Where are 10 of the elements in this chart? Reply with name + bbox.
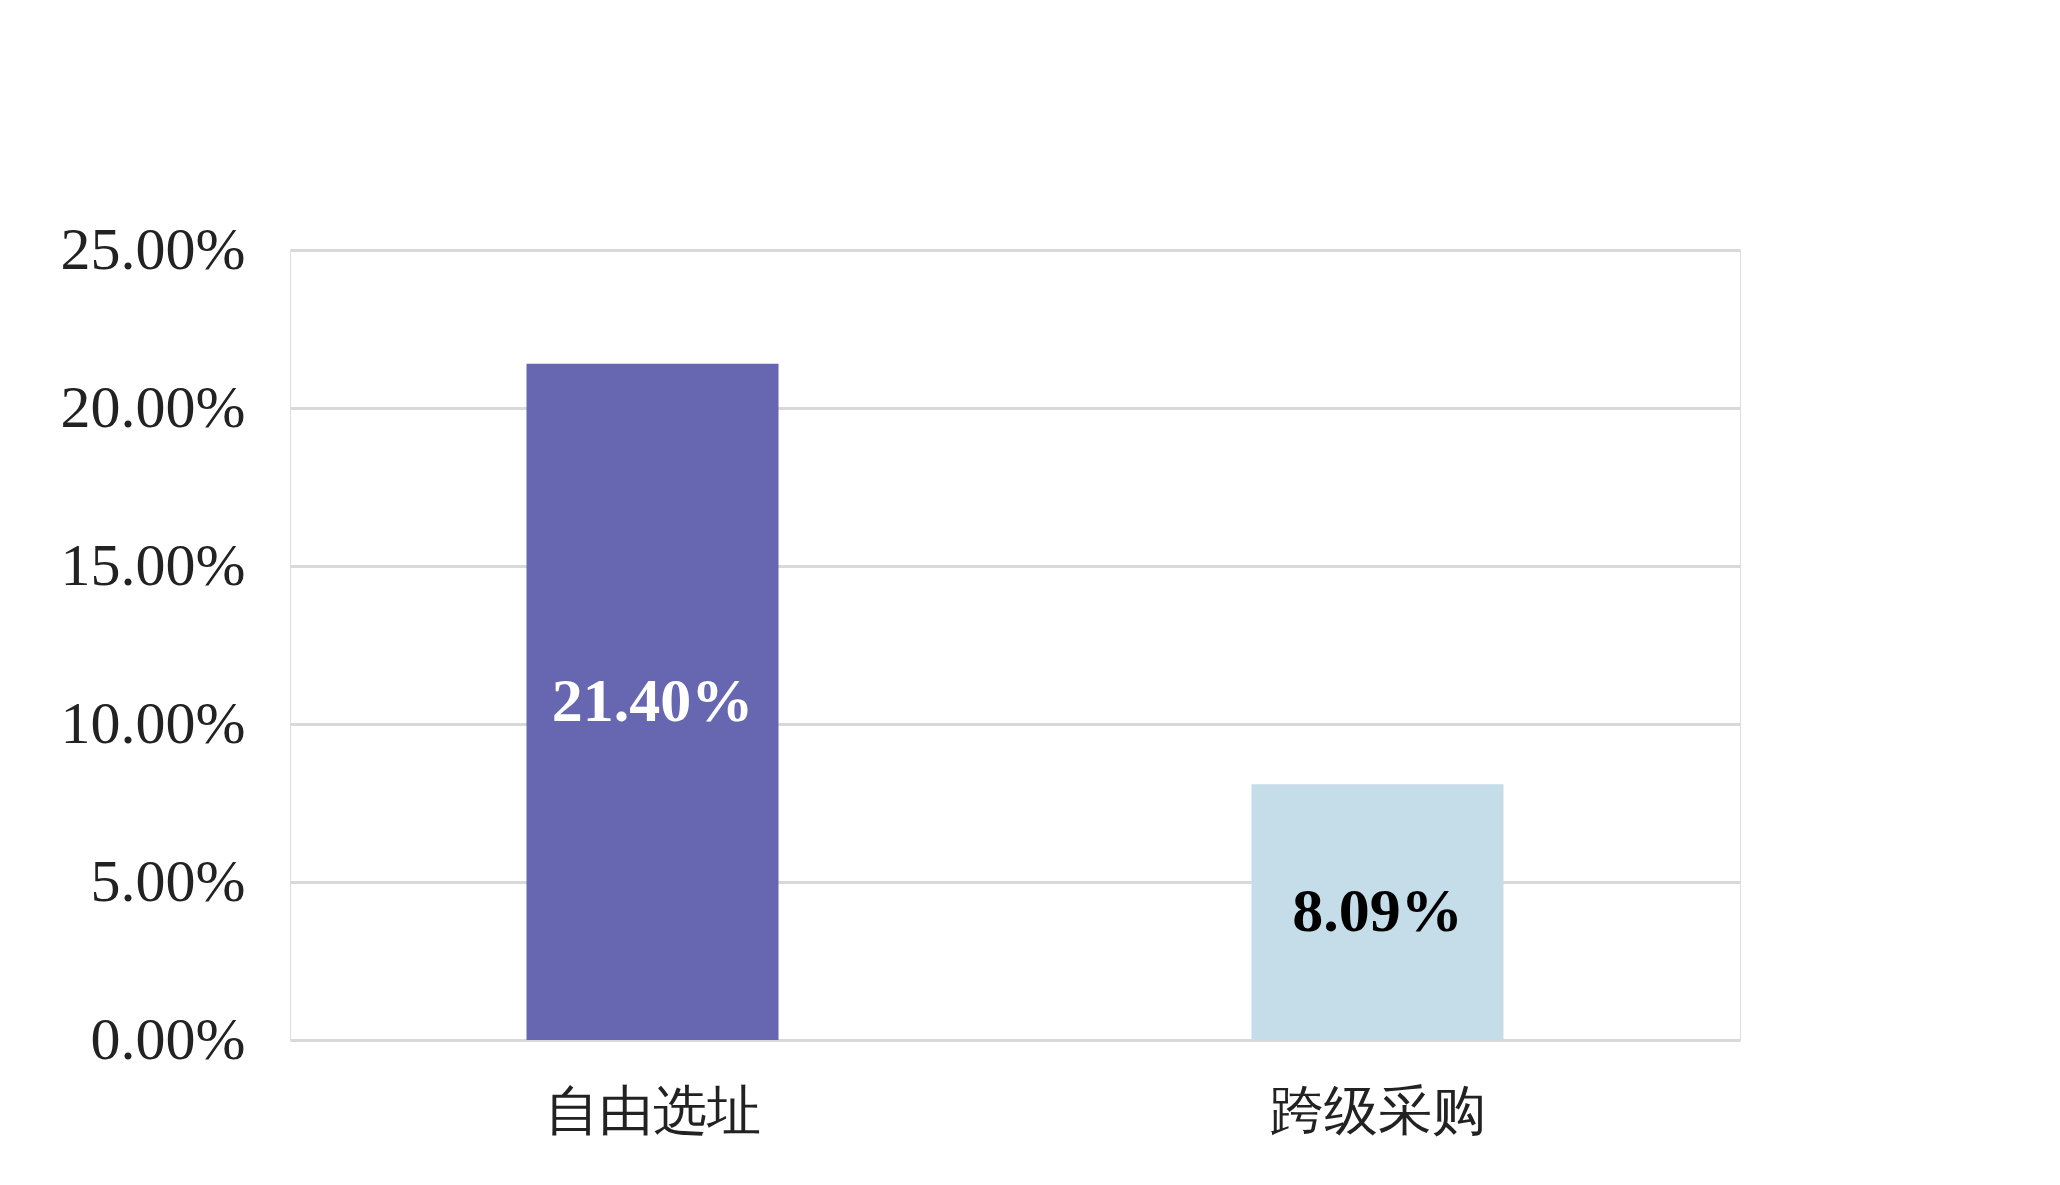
x-tick-label: 自由选址 (544, 1078, 761, 1142)
y-tick-label: 15.00% (60, 531, 246, 598)
x-tick-label: 跨级采购 (1269, 1078, 1486, 1142)
y-tick-label: 10.00% (60, 689, 246, 756)
data-label: 8.09% (1292, 876, 1463, 945)
y-tick-label: 20.00% (60, 373, 246, 440)
y-tick-label: 5.00% (90, 847, 246, 914)
y-tick-label: 0.00% (90, 1005, 246, 1072)
y-tick-label: 25.00% (60, 215, 246, 282)
data-label: 21.40% (551, 665, 754, 734)
